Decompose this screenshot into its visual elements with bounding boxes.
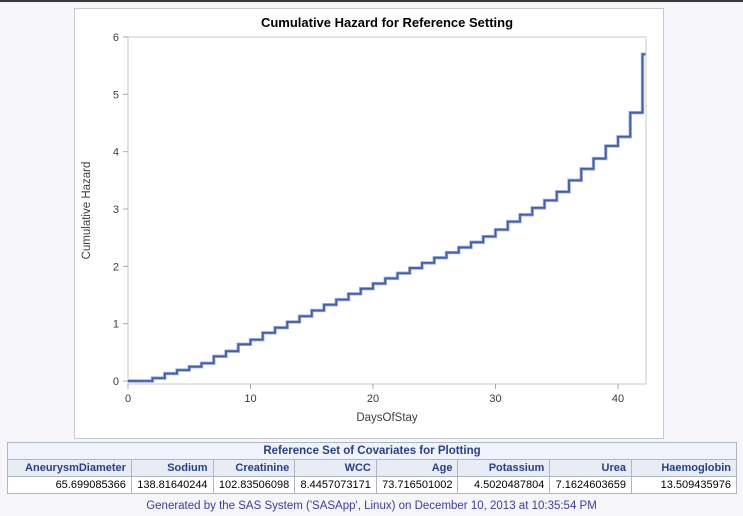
col-header-aneurysmdiameter: AneurysmDiameter [7, 459, 132, 477]
table-value-row: 65.699085366 138.81640244 102.83506098 8.44… [7, 476, 738, 494]
y-tick-label: 0 [113, 376, 119, 388]
y-tick-label: 6 [113, 32, 119, 44]
col-header-wcc: WCC [294, 459, 377, 477]
chart-title: Cumulative Hazard for Reference Setting [261, 15, 513, 30]
x-tick-label: 10 [244, 393, 256, 405]
hazard-step-curve [128, 53, 646, 382]
col-header-sodium: Sodium [130, 459, 214, 477]
y-tick-label: 2 [113, 261, 119, 273]
x-tick-label: 30 [489, 393, 501, 405]
covariate-value-cell: 7.1624603659 [549, 476, 632, 494]
col-header-age: Age [375, 459, 459, 477]
covariate-value-cell: 138.81640244 [130, 476, 214, 494]
x-tick-label: 0 [125, 393, 131, 405]
y-tick-label: 3 [113, 204, 119, 216]
col-header-urea: Urea [549, 459, 632, 477]
reference-covariates-table: Reference Set of Covariates for Plotting… [7, 442, 738, 494]
covariate-value-cell: 65.699085366 [7, 476, 132, 494]
x-tick-label: 40 [612, 393, 624, 405]
y-axis-label: Cumulative Hazard [81, 162, 93, 260]
col-header-potassium: Potassium [457, 459, 551, 477]
plot-frame [127, 36, 647, 385]
hazard-step-curve-halo [128, 52, 646, 383]
hazard-chart-panel: Cumulative Hazard for Reference Setting 0… [74, 8, 664, 439]
col-header-haemoglobin: Haemoglobin [630, 459, 738, 477]
table-title: Reference Set of Covariates for Plotting [7, 442, 737, 460]
covariate-value-cell: 102.83506098 [212, 476, 296, 494]
x-axis-label: DaysOfStay [356, 412, 418, 424]
top-separator-rule [0, 0, 743, 2]
cumulative-hazard-chart: Cumulative Hazard for Reference Setting 0… [81, 15, 647, 424]
covariate-value-cell: 8.4457073171 [294, 476, 377, 494]
covariate-value-cell: 4.5020487804 [457, 476, 551, 494]
covariate-value-cell: 13.509435976 [630, 476, 738, 494]
x-tick-label: 20 [367, 393, 379, 405]
table-title-row: Reference Set of Covariates for Plotting [7, 442, 737, 460]
y-tick-label: 5 [113, 89, 119, 101]
covariate-value-cell: 73.716501002 [375, 476, 459, 494]
col-header-creatinine: Creatinine [212, 459, 296, 477]
sas-generated-footer: Generated by the SAS System ('SASApp', L… [146, 500, 597, 512]
y-tick-label: 4 [113, 147, 119, 159]
y-tick-label: 1 [113, 319, 119, 331]
table-header-row: AneurysmDiameter Sodium Creatinine WCC Age Po… [7, 459, 738, 477]
